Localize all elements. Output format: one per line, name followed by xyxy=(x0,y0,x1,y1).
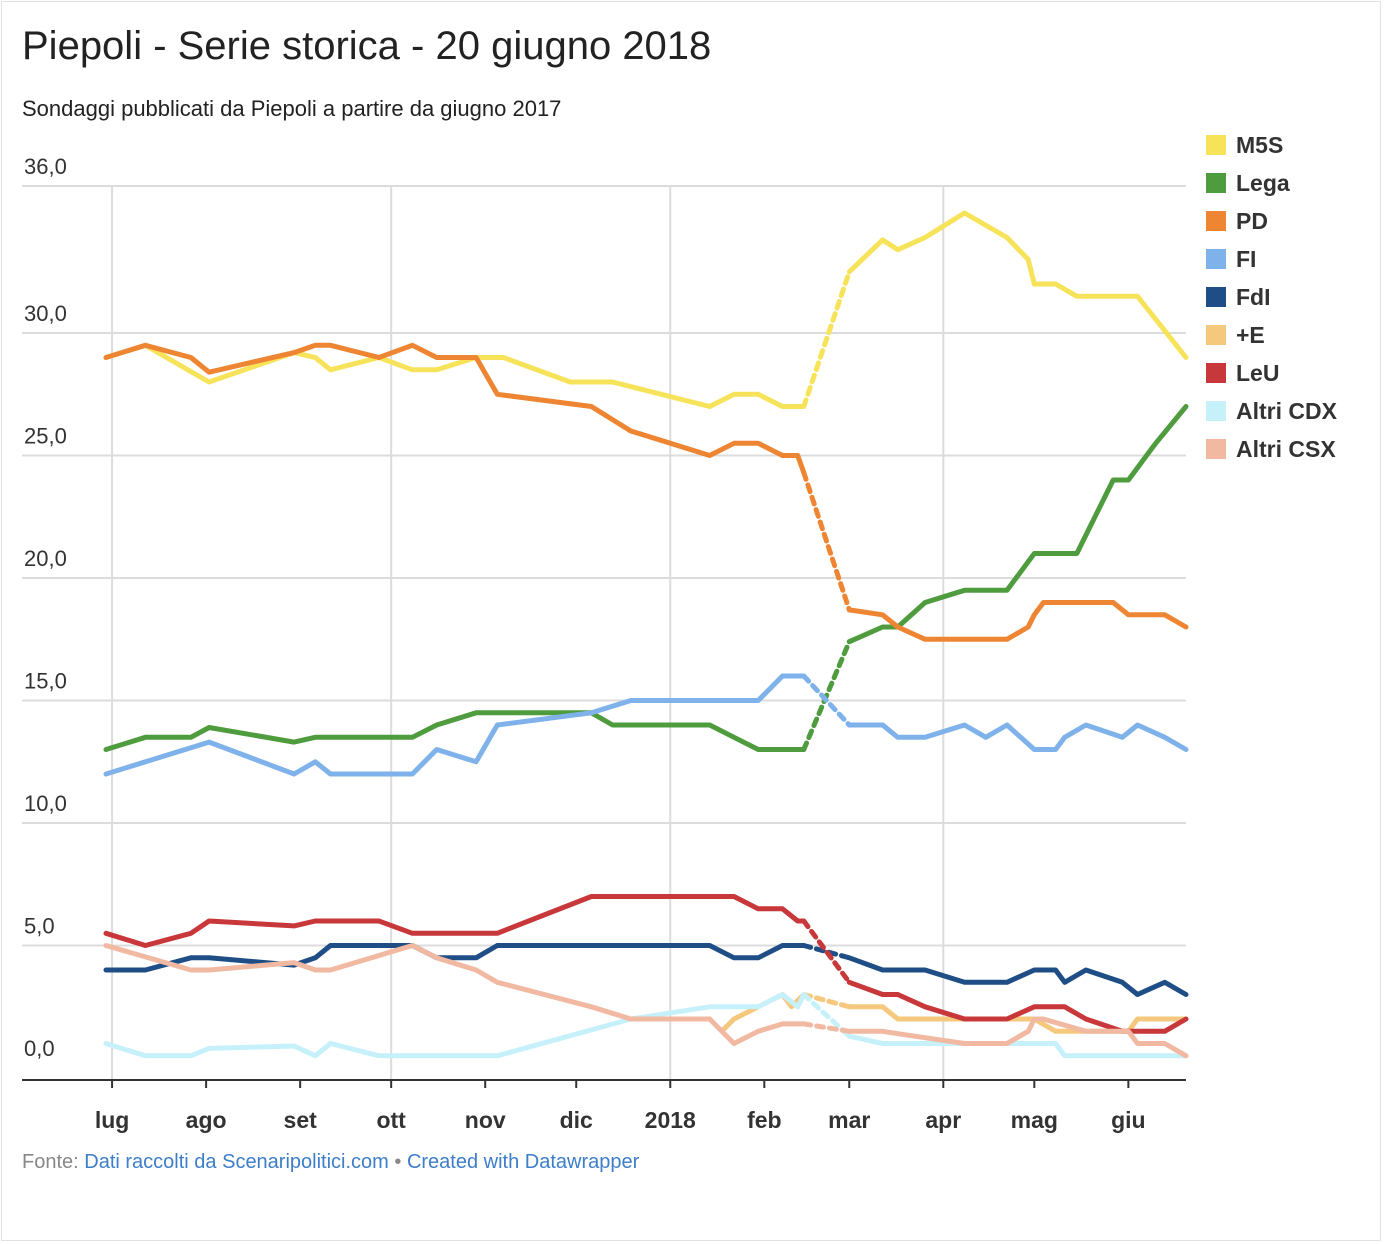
legend-swatch xyxy=(1206,287,1226,307)
legend-label: M5S xyxy=(1236,131,1284,158)
legend-item-lega: Lega xyxy=(1206,164,1337,202)
y-tick-label: 20,0 xyxy=(24,546,67,571)
legend-item-pd: PD xyxy=(1206,202,1337,240)
legend-item-altri-csx: Altri CSX xyxy=(1206,430,1337,468)
series-line-leu xyxy=(103,894,807,948)
x-tick-label: feb xyxy=(747,1107,782,1133)
chart-title: Piepoli - Serie storica - 20 giugno 2018 xyxy=(22,24,712,68)
legend-label: Altri CSX xyxy=(1236,435,1336,462)
legend-label: Altri CDX xyxy=(1236,397,1337,424)
legend-item-e: +E xyxy=(1206,316,1337,354)
series-line-m5s xyxy=(103,342,807,409)
legend-item-altri-cdx: Altri CDX xyxy=(1206,392,1337,430)
chart-legend: M5S Lega PD FI FdI +E LeU Altri CDX Altri CSX xyxy=(1206,126,1337,468)
chart-subtitle: Sondaggi pubblicati da Piepoli a partire… xyxy=(22,96,562,121)
datawrapper-credit-link[interactable]: Created with Datawrapper xyxy=(406,1151,640,1173)
series-gap-altri-csx xyxy=(801,1021,852,1034)
legend-swatch xyxy=(1206,249,1226,269)
y-tick-label: 10,0 xyxy=(24,791,67,816)
legend-label: LeU xyxy=(1236,359,1280,386)
x-tick-label: mar xyxy=(828,1107,870,1133)
series-line-altri-csx xyxy=(103,943,807,1046)
series-gap-e xyxy=(801,992,852,1010)
legend-swatch xyxy=(1206,401,1226,421)
x-tick-label: nov xyxy=(465,1107,506,1133)
series-line-fi xyxy=(846,722,1189,752)
legend-swatch xyxy=(1206,173,1226,193)
footer-prefix: Fonte: xyxy=(22,1151,85,1173)
y-tick-label: 15,0 xyxy=(24,669,67,694)
x-tick-label: set xyxy=(284,1107,318,1133)
legend-label: PD xyxy=(1236,207,1268,234)
legend-swatch xyxy=(1206,363,1226,383)
x-tick-label: ott xyxy=(376,1107,406,1133)
y-tick-label: 25,0 xyxy=(24,424,67,449)
y-tick-label: 0,0 xyxy=(24,1036,55,1061)
series-gap-lega xyxy=(801,639,852,752)
series-gap-fi xyxy=(801,673,852,728)
series-line-lega xyxy=(846,404,1189,645)
legend-swatch xyxy=(1206,135,1226,155)
legend-swatch xyxy=(1206,211,1226,231)
x-tick-label: ago xyxy=(186,1107,227,1133)
x-tick-label: lug xyxy=(95,1107,130,1133)
x-tick-label: 2018 xyxy=(645,1107,696,1133)
series-line-altri-csx xyxy=(846,1016,1189,1059)
series-line-fdi xyxy=(103,943,807,973)
x-tick-label: mag xyxy=(1011,1107,1058,1133)
legend-label: Lega xyxy=(1236,169,1290,196)
y-tick-label: 30,0 xyxy=(24,301,67,326)
series-line-lega xyxy=(103,710,807,752)
x-tick-label: dic xyxy=(560,1107,593,1133)
series-line-altri-cdx xyxy=(846,1033,1189,1059)
series-line-m5s xyxy=(846,210,1189,360)
source-link[interactable]: Dati raccolti da Scenaripolitici.com xyxy=(84,1151,389,1173)
series-gap-m5s xyxy=(801,269,852,409)
series-line-e xyxy=(846,1004,1189,1034)
x-tick-label: apr xyxy=(925,1107,961,1133)
y-tick-label: 36,0 xyxy=(24,154,67,179)
chart-footer: Fonte: Dati raccolti da Scenaripolitici.… xyxy=(22,1151,639,1174)
series-line-altri-cdx xyxy=(103,992,807,1059)
legend-item-fi: FI xyxy=(1206,240,1337,278)
legend-label: +E xyxy=(1236,321,1265,348)
legend-swatch xyxy=(1206,325,1226,345)
series-line-fi xyxy=(103,673,807,777)
series-line-pd xyxy=(103,342,807,476)
legend-label: FI xyxy=(1236,245,1257,272)
legend-item-fdi: FdI xyxy=(1206,278,1337,316)
series-gap-leu xyxy=(801,918,852,985)
series-gap-pd xyxy=(801,470,852,613)
legend-swatch xyxy=(1206,439,1226,459)
footer-separator: • xyxy=(388,1151,407,1173)
y-tick-label: 5,0 xyxy=(24,914,55,939)
series-line-fdi xyxy=(846,955,1189,997)
series-line-pd xyxy=(846,600,1189,642)
x-tick-label: giu xyxy=(1111,1107,1146,1133)
legend-item-leu: LeU xyxy=(1206,354,1337,392)
legend-label: FdI xyxy=(1236,283,1271,310)
legend-item-m5s: M5S xyxy=(1206,126,1337,164)
